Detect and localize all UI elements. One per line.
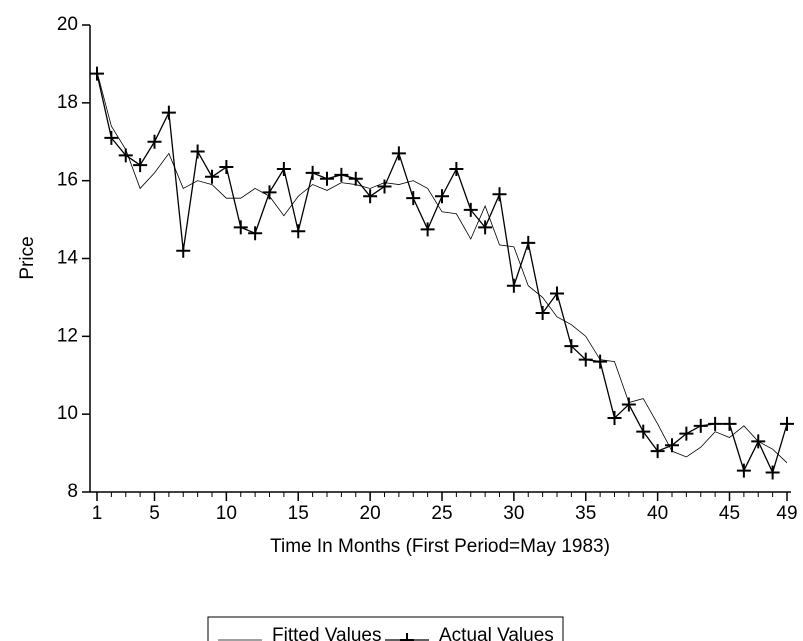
point-marker xyxy=(751,434,766,449)
y-tick-label: 8 xyxy=(67,481,78,502)
point-marker xyxy=(305,165,320,180)
y-tick-label: 18 xyxy=(57,92,78,113)
point-marker xyxy=(593,354,608,369)
point-marker xyxy=(722,416,737,431)
x-tick-label: 1 xyxy=(92,503,103,524)
point-marker xyxy=(190,144,205,159)
series-line xyxy=(96,71,788,464)
x-axis-label: Time In Months (First Period=May 1983) xyxy=(270,536,610,557)
point-marker xyxy=(420,222,435,237)
point-marker xyxy=(262,185,277,200)
y-tick-label: 16 xyxy=(57,170,78,191)
point-marker xyxy=(147,134,162,149)
point-marker xyxy=(334,167,349,182)
point-marker xyxy=(391,146,406,161)
point-marker xyxy=(276,161,291,176)
point-marker xyxy=(205,169,219,184)
point-marker xyxy=(377,179,392,194)
legend-box xyxy=(207,616,564,641)
point-marker xyxy=(435,189,449,204)
point-marker xyxy=(665,438,679,453)
y-axis-label: Price xyxy=(17,236,38,279)
legend-label: Actual Values xyxy=(439,625,554,641)
point-marker xyxy=(161,105,176,120)
point-marker xyxy=(233,220,248,235)
point-marker xyxy=(478,220,493,235)
x-tick-label: 5 xyxy=(149,503,160,524)
point-marker xyxy=(780,416,794,431)
point-marker xyxy=(636,424,651,439)
legend-label: Fitted Values xyxy=(272,625,381,641)
point-marker xyxy=(176,243,191,258)
y-tick-label: 14 xyxy=(57,248,79,269)
point-marker xyxy=(506,278,521,293)
y-tick-label: 20 xyxy=(57,14,78,35)
point-marker xyxy=(291,224,306,239)
x-tick-label: 25 xyxy=(431,503,452,524)
point-marker xyxy=(348,171,363,186)
point-marker xyxy=(133,158,148,173)
point-marker xyxy=(708,416,723,431)
point-marker xyxy=(736,463,751,478)
legend-marker xyxy=(400,633,414,641)
x-tick-label: 49 xyxy=(776,503,797,524)
point-marker xyxy=(363,189,378,204)
point-marker xyxy=(693,418,708,433)
point-marker xyxy=(564,339,579,354)
point-marker xyxy=(607,411,622,426)
point-marker xyxy=(248,226,263,241)
point-marker xyxy=(449,161,464,176)
x-tick-label: 30 xyxy=(503,503,524,524)
x-tick-label: 35 xyxy=(575,503,596,524)
x-tick-label: 10 xyxy=(216,503,237,524)
point-marker xyxy=(463,202,478,217)
y-tick-label: 12 xyxy=(57,325,78,346)
point-marker xyxy=(90,66,104,81)
x-tick-label: 20 xyxy=(360,503,381,524)
point-marker xyxy=(492,187,507,202)
point-marker xyxy=(118,148,133,163)
x-tick-label: 40 xyxy=(647,503,668,524)
point-marker xyxy=(521,235,536,250)
x-tick-label: 45 xyxy=(719,503,740,524)
point-marker xyxy=(578,352,593,367)
point-marker xyxy=(406,191,421,206)
x-tick-label: 15 xyxy=(288,503,309,524)
series-line xyxy=(96,73,788,475)
point-marker xyxy=(650,444,665,459)
y-tick-label: 10 xyxy=(57,403,78,424)
point-marker xyxy=(765,465,780,480)
point-marker xyxy=(621,397,636,412)
point-marker xyxy=(535,305,550,320)
point-marker xyxy=(219,160,234,175)
point-marker xyxy=(104,130,119,145)
point-marker xyxy=(320,171,334,186)
point-marker xyxy=(679,426,694,441)
point-marker xyxy=(550,286,564,301)
